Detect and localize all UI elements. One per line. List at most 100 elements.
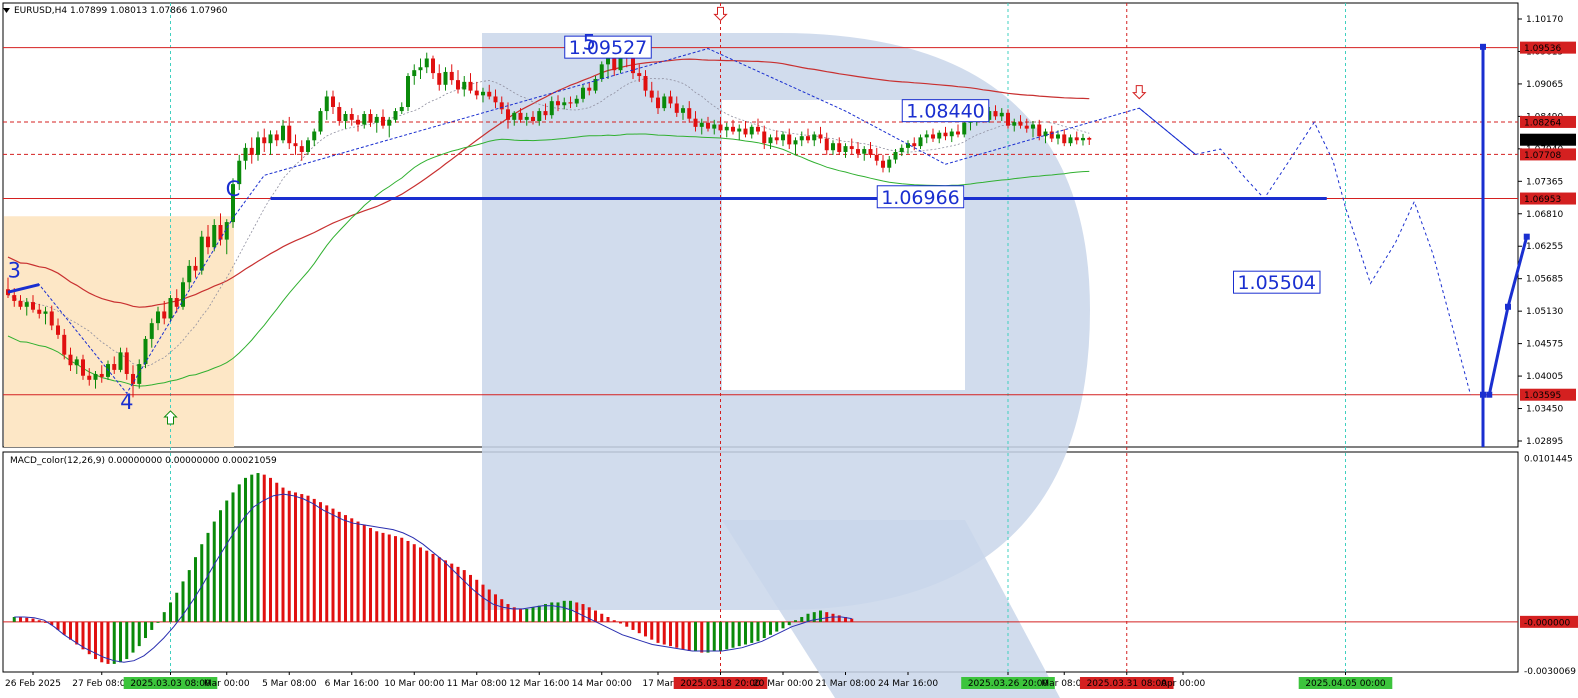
macd-histogram-bar bbox=[381, 532, 385, 622]
candle-body bbox=[156, 311, 160, 324]
time-axis-label: 26 Feb 2025 bbox=[5, 679, 61, 689]
time-axis-label: 2025.03.03 08:00 bbox=[130, 679, 211, 689]
candle-body bbox=[318, 111, 323, 132]
candle-body bbox=[643, 76, 648, 91]
candle-body bbox=[149, 323, 154, 339]
candle bbox=[706, 116, 710, 132]
level-price-tag-label: 1.07960 bbox=[1524, 136, 1561, 146]
macd-histogram-bar bbox=[731, 621, 735, 648]
candle-body bbox=[24, 302, 29, 307]
candle bbox=[881, 154, 885, 173]
candle bbox=[387, 116, 392, 138]
macd-histogram-bar bbox=[356, 521, 360, 622]
candle bbox=[174, 289, 179, 313]
candle-body bbox=[874, 154, 879, 161]
macd-histogram-bar bbox=[462, 570, 466, 622]
chart-menu-triangle-icon[interactable] bbox=[3, 8, 10, 13]
candle-body bbox=[618, 55, 623, 71]
macd-histogram-bar bbox=[331, 508, 335, 622]
macd-histogram-bar bbox=[250, 474, 254, 622]
candle bbox=[499, 96, 504, 114]
candle-body bbox=[93, 373, 98, 380]
macd-histogram-bar bbox=[162, 612, 166, 622]
macd-histogram-bar bbox=[794, 620, 797, 622]
macd-histogram-bar bbox=[194, 557, 197, 622]
candle-body bbox=[187, 265, 192, 283]
macd-histogram-bar bbox=[450, 563, 454, 622]
wave3-segment bbox=[7, 283, 40, 294]
macd-histogram-bar bbox=[700, 621, 704, 653]
macd-histogram-bar bbox=[262, 474, 266, 622]
candle bbox=[418, 58, 423, 79]
candle bbox=[156, 306, 160, 331]
candle-body bbox=[162, 311, 167, 319]
candle-body bbox=[287, 125, 292, 144]
macd-histogram-bar bbox=[169, 602, 172, 622]
candle bbox=[243, 143, 248, 170]
candle-body bbox=[568, 102, 573, 104]
candle bbox=[412, 64, 417, 85]
candle bbox=[1043, 128, 1048, 144]
candle bbox=[456, 70, 460, 94]
price-axis-label: 1.04005 bbox=[1526, 372, 1563, 382]
candle-body bbox=[787, 134, 792, 145]
candle-body bbox=[1024, 125, 1029, 129]
candle-body bbox=[899, 147, 904, 152]
candle bbox=[531, 111, 535, 125]
wave-label: 3 bbox=[8, 259, 21, 283]
candle bbox=[274, 130, 279, 147]
price-axis-label: 1.03450 bbox=[1526, 405, 1563, 415]
candle bbox=[324, 90, 329, 120]
candle bbox=[893, 149, 898, 164]
candle-body bbox=[374, 116, 379, 123]
candle bbox=[437, 64, 442, 91]
candle-body bbox=[81, 359, 85, 376]
macd-histogram-bar bbox=[100, 621, 104, 663]
candle bbox=[468, 73, 473, 94]
candle bbox=[281, 119, 285, 144]
macd-histogram-bar bbox=[831, 613, 835, 622]
candle-body bbox=[118, 352, 123, 370]
candle-body bbox=[949, 131, 954, 137]
candle bbox=[806, 128, 810, 144]
price-annotation-label: 1.08440 bbox=[906, 101, 985, 123]
candle bbox=[337, 102, 342, 126]
forecast-projection-path bbox=[1195, 121, 1471, 395]
time-axis-label: 24 Mar 16:00 bbox=[878, 679, 938, 689]
wave-label: 5 bbox=[583, 31, 596, 55]
macd-histogram-bar bbox=[756, 621, 760, 642]
candle-body bbox=[324, 96, 329, 112]
time-highlight-tag bbox=[673, 677, 768, 689]
candle-body bbox=[612, 52, 617, 71]
candle bbox=[312, 128, 317, 147]
time-axis-label: 21 Mar 08:00 bbox=[815, 679, 875, 689]
candle-body bbox=[12, 295, 17, 301]
candle-body bbox=[1074, 137, 1079, 141]
level-price-tag bbox=[1520, 148, 1576, 161]
candle bbox=[462, 76, 467, 97]
macd-histogram-bar bbox=[819, 610, 822, 622]
candle bbox=[924, 130, 929, 144]
price-annotation-box bbox=[564, 35, 652, 59]
macd-histogram-bar bbox=[606, 617, 610, 622]
candle bbox=[837, 137, 842, 155]
candle bbox=[693, 111, 698, 132]
price-axis-label: 1.06810 bbox=[1526, 210, 1563, 220]
candle-body bbox=[631, 58, 635, 74]
candle-body bbox=[637, 73, 642, 77]
macd-histogram-bar bbox=[506, 604, 510, 622]
macd-histogram-bar bbox=[550, 602, 554, 622]
candle-body bbox=[231, 184, 235, 223]
macd-histogram-bar bbox=[456, 566, 460, 622]
candle-body bbox=[481, 91, 485, 96]
macd-signal-line bbox=[14, 493, 852, 663]
candle bbox=[781, 131, 785, 147]
price-axis-label: 1.07365 bbox=[1526, 177, 1563, 187]
candle bbox=[224, 219, 229, 255]
time-axis-label: 2025.03.26 20:00 bbox=[968, 679, 1049, 689]
candle bbox=[181, 277, 185, 310]
candle-body bbox=[1062, 134, 1067, 144]
macd-histogram-bar bbox=[306, 495, 310, 622]
candle bbox=[931, 128, 935, 143]
